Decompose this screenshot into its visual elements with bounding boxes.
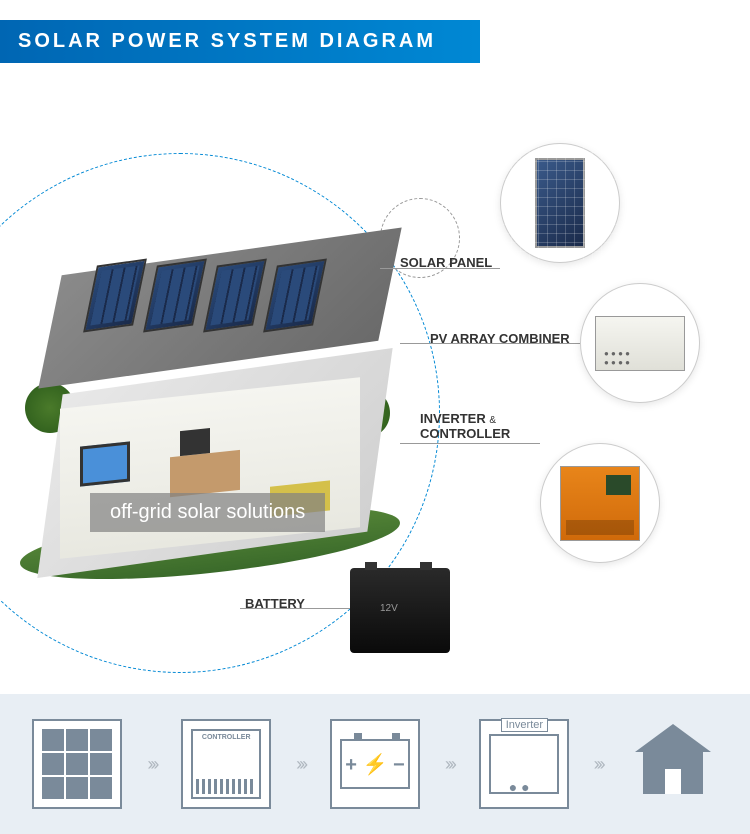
battery-label: BATTERY xyxy=(245,596,305,611)
flow-arrow-icon: ››› xyxy=(594,754,603,775)
inverter-label: INVERTER & CONTROLLER xyxy=(420,411,510,441)
footer-flow-diagram: ››› CONTROLLER ››› + ⚡ − ››› ››› xyxy=(0,694,750,834)
inverter-schematic-icon xyxy=(489,734,559,794)
diagram-main-area: off-grid solar solutions SOLAR PANEL PV … xyxy=(0,63,750,693)
monitor-icon xyxy=(180,428,210,456)
flow-arrow-icon: ››› xyxy=(296,754,305,775)
desk-icon xyxy=(170,450,240,497)
footer-controller-icon: CONTROLLER xyxy=(181,719,271,809)
footer-solar-icon xyxy=(32,719,122,809)
footer-inverter-icon xyxy=(479,719,569,809)
component-circle xyxy=(540,443,660,563)
battery-icon xyxy=(350,568,450,653)
combiner-label: PV ARRAY COMBINER xyxy=(430,331,570,346)
inverter-component xyxy=(540,443,660,563)
inverter-icon xyxy=(560,466,640,541)
combiner-component xyxy=(580,283,700,403)
connector-line xyxy=(400,443,540,444)
solar-panel-icon xyxy=(535,158,585,248)
inverter-label-line2: CONTROLLER xyxy=(420,426,510,441)
battery-component xyxy=(350,568,450,653)
inverter-label-line1: INVERTER xyxy=(420,411,486,426)
component-circle xyxy=(580,283,700,403)
diagram-title-banner: SOLAR POWER SYSTEM DIAGRAM xyxy=(0,20,480,63)
solar-panel-component xyxy=(500,143,620,263)
footer-battery-icon: + ⚡ − xyxy=(330,719,420,809)
component-circle xyxy=(500,143,620,263)
flow-arrow-icon: ››› xyxy=(445,754,454,775)
combiner-icon xyxy=(595,316,685,371)
tv-icon xyxy=(80,441,130,486)
solar-panel-label: SOLAR PANEL xyxy=(400,255,492,270)
battery-schematic-icon: + ⚡ − xyxy=(340,739,410,789)
footer-house-icon xyxy=(628,719,718,809)
watermark-text: off-grid solar solutions xyxy=(90,493,325,532)
house-schematic-icon xyxy=(643,749,703,794)
solar-grid-icon xyxy=(42,729,112,799)
ampersand: & xyxy=(489,415,496,426)
flow-arrow-icon: ››› xyxy=(147,754,156,775)
controller-schematic-icon: CONTROLLER xyxy=(191,729,261,799)
